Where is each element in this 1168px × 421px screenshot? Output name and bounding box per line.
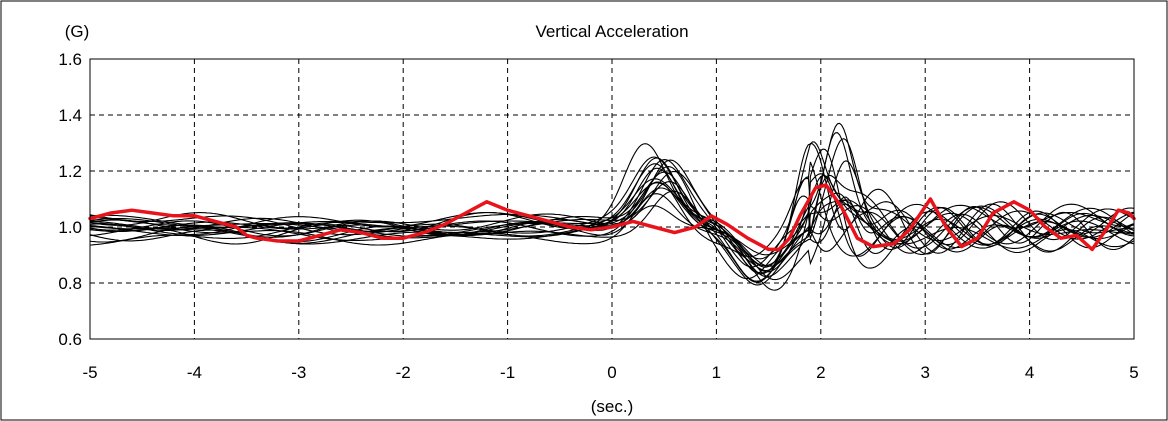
series-point <box>1044 226 1047 228</box>
background-trace-line <box>89 160 1135 281</box>
series-point <box>976 237 979 239</box>
plot-area-border <box>89 58 1135 340</box>
x-tick-labels: -5 -4 -3 -2 -1 0 1 2 3 4 5 <box>82 363 1138 382</box>
y-tick-label: 1.4 <box>58 106 82 125</box>
series-point <box>710 215 712 217</box>
series-point <box>1028 209 1031 211</box>
series-point <box>1117 209 1120 211</box>
series-point <box>825 184 827 186</box>
series-point <box>402 237 405 239</box>
series-point <box>298 240 300 242</box>
background-trace-line <box>89 138 1135 282</box>
series-point <box>256 237 258 239</box>
series-point <box>172 215 175 217</box>
series-point <box>235 226 237 228</box>
series-point <box>465 212 467 214</box>
series-line-highlight <box>88 183 1136 252</box>
background-trace-line <box>89 157 1135 268</box>
series-point <box>110 212 112 214</box>
y-tick-label: 0.8 <box>58 274 82 293</box>
series-point <box>960 245 963 248</box>
series-point <box>506 209 509 211</box>
series-point <box>318 234 321 237</box>
series-point <box>1127 212 1130 214</box>
series-point <box>339 229 342 231</box>
chart-title: Vertical Acceleration <box>535 22 688 41</box>
series-point <box>527 215 530 217</box>
series-point <box>694 226 697 228</box>
series-point <box>872 245 874 248</box>
y-tick-label: 0.6 <box>58 330 82 349</box>
series-point <box>193 215 196 217</box>
series-point <box>444 223 446 225</box>
series-point <box>277 240 279 242</box>
series-point <box>726 223 728 225</box>
series-point <box>778 248 780 251</box>
series-point <box>799 215 801 217</box>
background-trace-line <box>89 142 1135 260</box>
series-point <box>569 226 572 228</box>
series-point <box>746 237 749 239</box>
series-point <box>856 237 859 239</box>
series-point <box>840 206 843 209</box>
series-point <box>788 237 791 239</box>
x-tick-label: 2 <box>816 363 825 382</box>
background-trace-line <box>89 178 1135 267</box>
grid-layer <box>90 59 1134 339</box>
background-traces <box>89 122 1135 291</box>
series-points <box>89 184 1135 251</box>
y-tick-label: 1.0 <box>58 218 82 237</box>
series-point <box>485 201 488 203</box>
series-layer <box>88 183 1136 252</box>
series-point <box>908 229 911 231</box>
series-point <box>151 212 154 214</box>
series-point <box>548 220 551 223</box>
series-point <box>360 231 363 234</box>
series-point <box>992 212 994 214</box>
x-tick-label: 4 <box>1025 363 1034 382</box>
series-point <box>381 237 384 239</box>
x-tick-label: 1 <box>712 363 721 382</box>
series-point <box>893 243 895 245</box>
series-point <box>767 248 770 251</box>
series-point <box>590 229 592 231</box>
x-tick-label: -2 <box>396 363 411 382</box>
series-point <box>945 226 947 228</box>
x-tick-label: -4 <box>187 363 202 382</box>
x-tick-label: 3 <box>920 363 929 382</box>
x-tick-label: -1 <box>500 363 515 382</box>
y-tick-label: 1.6 <box>58 50 82 69</box>
series-point <box>611 226 613 228</box>
series-point <box>1060 237 1062 239</box>
series-point <box>423 231 425 234</box>
series-point <box>1075 234 1078 237</box>
series-point <box>214 220 217 223</box>
x-axis-label: (sec.) <box>591 397 634 416</box>
series-point <box>1013 201 1015 203</box>
x-tick-label: -5 <box>82 363 97 382</box>
series-point <box>1107 226 1109 228</box>
y-unit-label: (G) <box>65 22 90 41</box>
series-point <box>632 220 634 223</box>
series-point <box>814 187 817 189</box>
y-tick-label: 1.2 <box>58 162 82 181</box>
background-trace-line <box>90 163 1135 273</box>
series-point <box>652 226 655 228</box>
y-tick-labels: 0.6 0.8 1.0 1.2 1.4 1.6 <box>58 50 82 349</box>
series-point <box>130 209 133 211</box>
x-tick-label: 5 <box>1129 363 1138 382</box>
series-point <box>673 231 676 234</box>
x-tick-label: -3 <box>291 363 306 382</box>
series-point <box>1091 248 1094 251</box>
x-tick-label: 0 <box>607 363 616 382</box>
series-point <box>245 234 248 237</box>
series-point <box>929 198 932 200</box>
